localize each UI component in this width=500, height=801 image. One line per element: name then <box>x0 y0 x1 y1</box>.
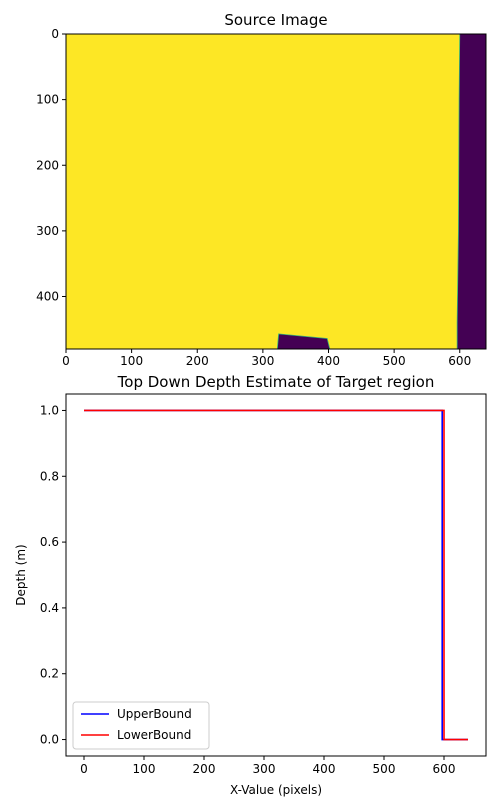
region-right-strip <box>456 33 487 350</box>
y-tick-label: 0.4 <box>40 601 59 615</box>
y-tick-label: 0 <box>51 27 59 41</box>
y-tick-label: 0.0 <box>40 733 59 747</box>
x-tick-label: 200 <box>186 354 209 368</box>
y-tick-label: 100 <box>36 93 59 107</box>
x-tick-label: 600 <box>448 354 471 368</box>
source-image-title: Source Image <box>224 11 327 29</box>
depth-estimate-chart: Top Down Depth Estimate of Target region… <box>14 373 487 797</box>
legend-label: UpperBound <box>117 707 192 721</box>
depth-chart-y-label: Depth (m) <box>14 544 28 605</box>
source-image-frame <box>65 33 487 350</box>
x-tick-label: 0 <box>80 762 88 776</box>
y-tick-label: 1.0 <box>40 403 59 417</box>
source-image-chart: Source Image 0 100 200 300 400 500 600 0 100 200… <box>36 11 487 368</box>
image-background <box>66 34 486 349</box>
legend: UpperBound LowerBound <box>72 701 210 750</box>
depth-chart-x-axis: 0 100 200 300 400 500 600 <box>80 756 455 776</box>
x-tick-label: 100 <box>133 762 156 776</box>
y-tick-label: 400 <box>36 290 59 304</box>
legend-label: LowerBound <box>117 728 191 742</box>
depth-chart-frame <box>65 393 487 757</box>
x-tick-label: 300 <box>253 762 276 776</box>
y-tick-label: 300 <box>36 224 59 238</box>
depth-chart-x-label: X-Value (pixels) <box>230 783 322 797</box>
source-image-y-axis: 0 100 200 300 400 <box>36 27 66 304</box>
series-line-upperbound <box>84 409 468 741</box>
x-tick-label: 200 <box>193 762 216 776</box>
source-image-plot <box>66 33 487 350</box>
y-tick-label: 0.8 <box>40 469 59 483</box>
x-tick-label: 600 <box>433 762 456 776</box>
x-tick-label: 300 <box>251 354 274 368</box>
y-tick-label: 0.2 <box>40 667 59 681</box>
depth-chart-series <box>84 409 468 741</box>
y-tick-label: 0.6 <box>40 535 59 549</box>
y-tick-label: 200 <box>36 158 59 172</box>
series-line-lowerbound <box>84 409 468 741</box>
x-tick-label: 400 <box>313 762 336 776</box>
x-tick-label: 500 <box>373 762 396 776</box>
x-tick-label: 0 <box>62 354 70 368</box>
depth-chart-y-axis: 0.0 0.2 0.4 0.6 0.8 1.0 <box>40 403 66 747</box>
depth-chart-title: Top Down Depth Estimate of Target region <box>117 373 435 391</box>
x-tick-label: 400 <box>317 354 340 368</box>
source-image-x-axis: 0 100 200 300 400 500 600 <box>62 349 471 368</box>
x-tick-label: 100 <box>120 354 143 368</box>
x-tick-label: 500 <box>383 354 406 368</box>
